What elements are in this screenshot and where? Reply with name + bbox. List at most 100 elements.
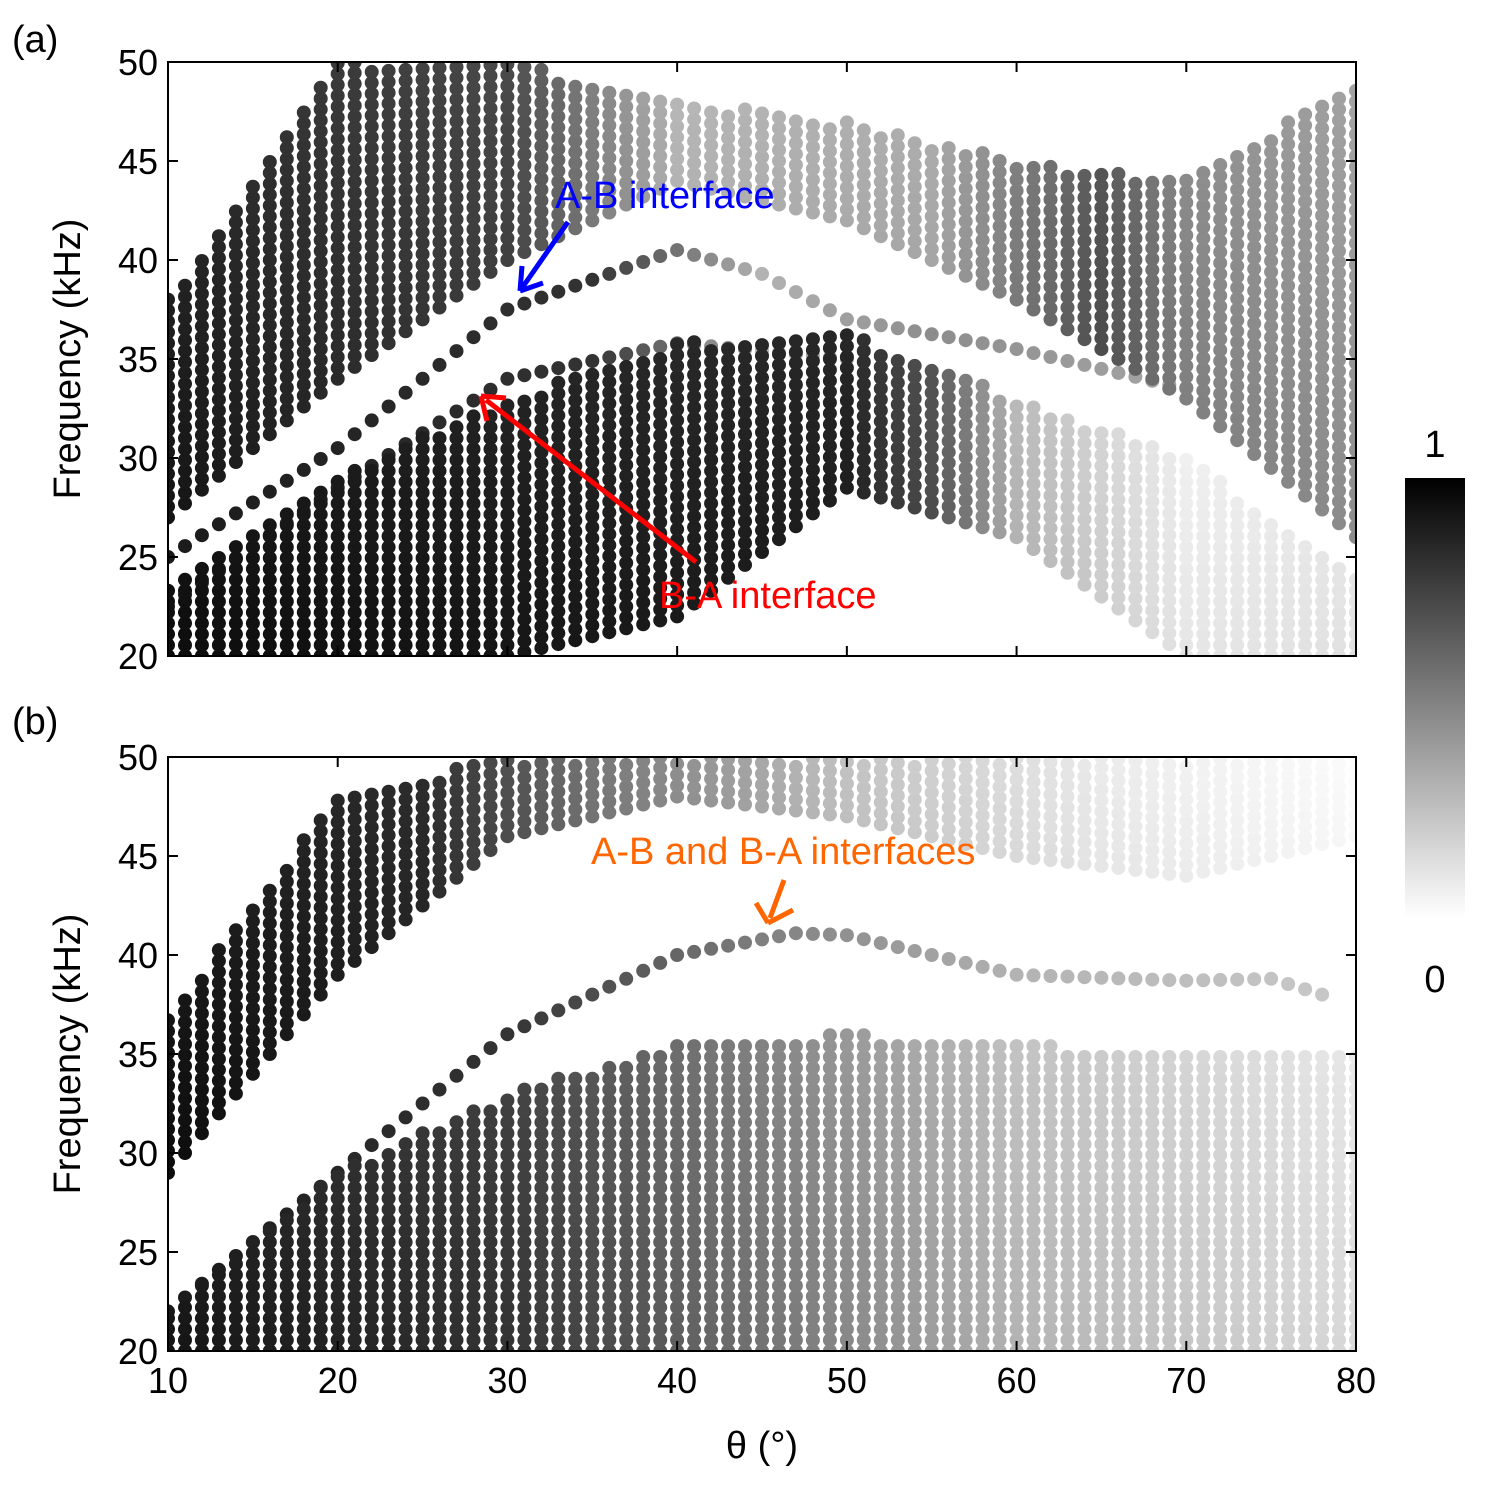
band-point (1026, 1158, 1041, 1173)
band-point (619, 1235, 634, 1250)
band-point (839, 1169, 854, 1184)
band-point (1077, 1071, 1092, 1086)
band-point (941, 1213, 956, 1228)
band-point (839, 148, 854, 163)
band-point (415, 1202, 430, 1217)
band-point (517, 803, 532, 818)
band-point (449, 1191, 464, 1206)
band-point (772, 1126, 786, 1141)
band-point (1145, 757, 1160, 770)
band-point (1213, 627, 1228, 642)
band-point (415, 1289, 430, 1304)
band-point (1009, 486, 1024, 501)
band-point (517, 612, 532, 627)
band-point (772, 768, 786, 783)
band-point (415, 1246, 430, 1260)
band-point (500, 1300, 515, 1315)
band-point (924, 198, 939, 213)
band-point (449, 1148, 464, 1162)
band-point (1043, 1071, 1058, 1086)
band-point (1026, 226, 1041, 241)
band-point (721, 185, 736, 200)
band-point (534, 1311, 549, 1326)
band-point (1264, 264, 1279, 279)
band-point (738, 1180, 752, 1195)
band-point (907, 245, 922, 260)
band-point (1111, 757, 1126, 766)
band-point (211, 572, 226, 587)
band-point (568, 802, 583, 817)
band-point (1026, 455, 1041, 469)
band-point (245, 201, 260, 216)
band-point (721, 429, 736, 444)
band-point (1247, 787, 1262, 802)
band-point (704, 540, 719, 555)
band-point (466, 856, 481, 871)
band-point (1213, 1126, 1228, 1141)
band-point (347, 272, 362, 287)
interface-point (975, 959, 990, 974)
band-point (856, 177, 871, 192)
band-point (483, 518, 498, 533)
band-point (721, 527, 736, 542)
band-point (1298, 270, 1313, 285)
band-point (924, 209, 939, 224)
band-point (415, 627, 430, 642)
band-point (534, 1289, 549, 1304)
band-point (1315, 572, 1330, 587)
band-point (958, 482, 973, 497)
band-point (245, 914, 260, 929)
band-point (1179, 184, 1194, 199)
band-point (1179, 1191, 1194, 1206)
band-point (1060, 1082, 1075, 1097)
band-point (1111, 1071, 1126, 1086)
band-point (890, 810, 905, 825)
band-point (1009, 227, 1024, 242)
band-point (958, 1202, 973, 1217)
band-point (1094, 848, 1109, 862)
band-point (602, 461, 617, 476)
band-point (1349, 236, 1356, 251)
band-point (178, 572, 192, 587)
band-point (1026, 1246, 1041, 1260)
band-point (975, 797, 990, 812)
band-point (1128, 296, 1143, 311)
band-point (805, 118, 820, 133)
band-point (1230, 1126, 1245, 1141)
y-tick-label: 30 (118, 438, 158, 479)
band-point (772, 510, 786, 525)
band-point (1094, 524, 1109, 539)
band-point (653, 384, 668, 399)
band-point (873, 1289, 888, 1304)
band-point (1043, 842, 1058, 857)
band-point (585, 1311, 600, 1326)
band-point (890, 419, 905, 434)
band-point (822, 1213, 837, 1228)
band-point (653, 94, 668, 109)
band-point (975, 255, 990, 269)
band-point (822, 330, 837, 345)
band-point (992, 812, 1007, 827)
band-point (619, 1115, 634, 1130)
band-point (1298, 808, 1313, 823)
band-point (1111, 1278, 1126, 1293)
band-point (1026, 520, 1041, 535)
band-point (788, 508, 803, 523)
band-point (534, 1278, 549, 1293)
band-point (279, 1289, 294, 1304)
band-point (415, 1311, 430, 1326)
band-point (670, 1322, 685, 1337)
band-point (687, 1115, 702, 1130)
band-point (534, 777, 549, 792)
band-point (924, 220, 939, 235)
band-point (1332, 157, 1346, 171)
interface-point (178, 1290, 192, 1305)
band-point (1145, 186, 1160, 201)
band-point (755, 349, 769, 363)
band-point (517, 1137, 532, 1152)
band-point (1196, 351, 1211, 365)
band-point (958, 439, 973, 454)
band-point (483, 123, 498, 138)
band-point (168, 347, 175, 362)
interface-point (517, 296, 532, 311)
